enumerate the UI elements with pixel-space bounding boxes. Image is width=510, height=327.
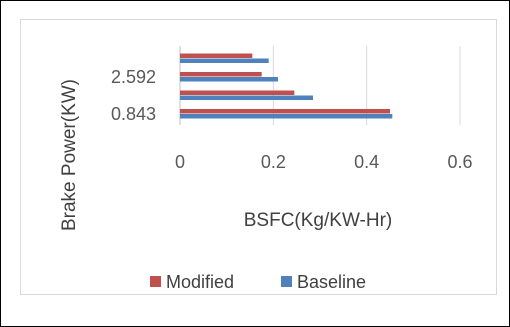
legend-swatch-baseline bbox=[281, 276, 292, 287]
legend: Modified Baseline bbox=[150, 272, 366, 292]
bar-modified-2 bbox=[180, 72, 262, 77]
x-axis-title: BSFC(Kg/KW-Hr) bbox=[244, 210, 392, 231]
y-tick-label-0: 0.843 bbox=[111, 104, 156, 124]
x-tick-label-0: 0 bbox=[175, 152, 185, 172]
bar-modified-3 bbox=[180, 53, 253, 58]
bar-baseline-0 bbox=[180, 114, 393, 119]
x-tick-label-2: 0.4 bbox=[354, 152, 379, 172]
bar-modified-0 bbox=[180, 109, 390, 114]
legend-label-modified: Modified bbox=[166, 272, 234, 292]
chart-area bbox=[20, 19, 497, 295]
y-tick-labels: 0.843 2.592 bbox=[111, 67, 156, 124]
bar-baseline-1 bbox=[180, 95, 313, 100]
legend-swatch-modified bbox=[150, 276, 161, 287]
bars bbox=[180, 53, 393, 119]
bar-modified-1 bbox=[180, 90, 295, 95]
y-tick-label-2: 2.592 bbox=[111, 67, 156, 87]
x-tick-label-1: 0.2 bbox=[261, 152, 286, 172]
legend-label-baseline: Baseline bbox=[297, 272, 366, 292]
x-tick-labels: 0 0.2 0.4 0.6 bbox=[175, 152, 473, 172]
bar-baseline-3 bbox=[180, 58, 269, 63]
bar-baseline-2 bbox=[180, 77, 278, 82]
x-tick-label-3: 0.6 bbox=[447, 152, 472, 172]
y-axis-title: Brake Power(KW) bbox=[59, 79, 80, 231]
